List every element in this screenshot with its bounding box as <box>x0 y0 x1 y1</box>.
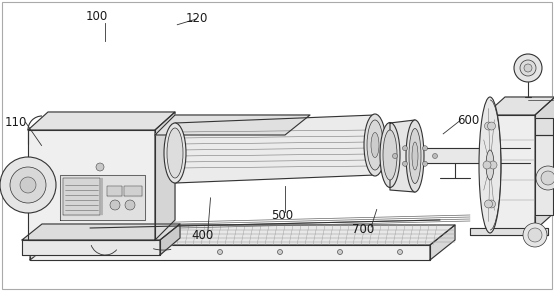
Circle shape <box>403 146 408 151</box>
Polygon shape <box>155 112 175 240</box>
Circle shape <box>523 223 547 247</box>
Ellipse shape <box>479 97 501 233</box>
Ellipse shape <box>380 123 400 187</box>
Circle shape <box>0 157 56 213</box>
Polygon shape <box>60 175 145 220</box>
Circle shape <box>125 200 135 210</box>
Circle shape <box>485 122 493 130</box>
Circle shape <box>423 161 428 166</box>
Circle shape <box>514 54 542 82</box>
Polygon shape <box>470 228 548 235</box>
Polygon shape <box>28 130 155 240</box>
Polygon shape <box>415 148 530 163</box>
Circle shape <box>536 166 554 190</box>
Circle shape <box>392 153 398 159</box>
Polygon shape <box>430 225 455 260</box>
Text: 120: 120 <box>186 13 208 25</box>
Polygon shape <box>30 245 430 260</box>
Circle shape <box>96 163 104 171</box>
Polygon shape <box>107 186 122 196</box>
Polygon shape <box>175 115 375 183</box>
Ellipse shape <box>383 130 397 180</box>
Circle shape <box>10 167 46 203</box>
Ellipse shape <box>412 142 418 170</box>
Ellipse shape <box>406 120 424 192</box>
Ellipse shape <box>164 123 186 183</box>
Circle shape <box>403 161 408 166</box>
Circle shape <box>433 153 438 159</box>
Polygon shape <box>535 97 554 230</box>
Polygon shape <box>155 115 310 135</box>
Circle shape <box>485 200 493 208</box>
Polygon shape <box>22 224 180 240</box>
Polygon shape <box>160 224 180 255</box>
Circle shape <box>337 249 342 255</box>
Ellipse shape <box>371 132 379 157</box>
Polygon shape <box>30 225 55 260</box>
Ellipse shape <box>364 114 386 176</box>
Circle shape <box>483 161 491 169</box>
Circle shape <box>528 228 542 242</box>
Text: 500: 500 <box>271 209 294 222</box>
Ellipse shape <box>409 129 421 184</box>
Circle shape <box>489 161 497 169</box>
Circle shape <box>488 200 495 208</box>
Circle shape <box>157 249 162 255</box>
Ellipse shape <box>167 128 183 178</box>
Text: 110: 110 <box>4 116 27 129</box>
Polygon shape <box>22 240 160 255</box>
Polygon shape <box>485 115 535 230</box>
Polygon shape <box>485 97 554 115</box>
Ellipse shape <box>486 150 494 180</box>
Circle shape <box>278 249 283 255</box>
Text: 600: 600 <box>457 114 479 127</box>
Text: 100: 100 <box>86 10 108 22</box>
Circle shape <box>98 249 102 255</box>
Polygon shape <box>63 178 100 215</box>
Polygon shape <box>535 118 553 135</box>
Circle shape <box>541 171 554 185</box>
Ellipse shape <box>367 120 383 170</box>
Text: 700: 700 <box>352 223 374 236</box>
Polygon shape <box>124 186 142 196</box>
Circle shape <box>520 60 536 76</box>
Polygon shape <box>390 120 415 192</box>
Circle shape <box>524 64 532 72</box>
Circle shape <box>110 200 120 210</box>
Text: 400: 400 <box>191 229 213 242</box>
Polygon shape <box>28 112 175 130</box>
Circle shape <box>398 249 403 255</box>
Polygon shape <box>30 225 455 245</box>
Circle shape <box>423 146 428 151</box>
Circle shape <box>488 122 495 130</box>
Circle shape <box>218 249 223 255</box>
Polygon shape <box>535 135 553 215</box>
Circle shape <box>20 177 36 193</box>
